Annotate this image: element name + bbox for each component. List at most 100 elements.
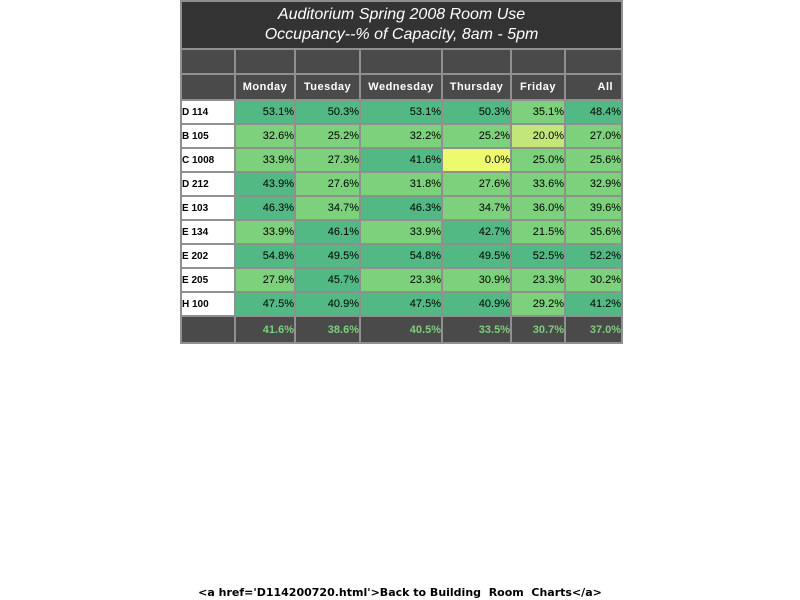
column-header: Friday [510,73,566,101]
heatmap-cell: 34.7% [294,195,361,221]
blank-header-cell [180,48,236,75]
heatmap-cell: 27.6% [441,171,512,197]
heatmap-cell: 40.9% [294,291,361,317]
room-label: B 105 [180,123,236,149]
total-cell: 41.6% [234,315,296,344]
occupancy-heatmap: Auditorium Spring 2008 Room Use Occupanc… [179,0,624,344]
occupancy-table: Auditorium Spring 2008 Room Use Occupanc… [179,0,624,344]
column-header: All [563,73,624,101]
heatmap-cell: 52.2% [563,243,624,269]
heatmap-cell: 41.6% [359,147,443,173]
column-header: Thursday [441,73,512,101]
heatmap-cell: 25.0% [510,147,566,173]
room-label: E 103 [180,195,236,221]
total-cell: 38.6% [294,315,361,344]
chart-title-cell: Auditorium Spring 2008 Room Use Occupanc… [179,0,624,50]
heatmap-cell: 46.3% [234,195,296,221]
heatmap-cell: 33.9% [234,219,296,245]
room-label: D 212 [180,171,236,197]
heatmap-cell: 25.2% [441,123,512,149]
blank-header-cell [441,48,512,75]
heatmap-cell: 32.2% [359,123,443,149]
heatmap-cell: 27.0% [563,123,624,149]
heatmap-cell: 21.5% [510,219,566,245]
heatmap-cell: 40.9% [441,291,512,317]
heatmap-cell: 52.5% [510,243,566,269]
room-label: C 1008 [180,147,236,173]
heatmap-cell: 23.3% [510,267,566,293]
heatmap-cell: 54.8% [234,243,296,269]
heatmap-cell: 36.0% [510,195,566,221]
heatmap-cell: 25.6% [563,147,624,173]
corner-cell [180,73,236,101]
heatmap-cell: 42.7% [441,219,512,245]
table-row: H 100 47.5% 40.9% 47.5% 40.9% 29.2% 41.2% [180,291,624,317]
heatmap-cell: 49.5% [441,243,512,269]
heatmap-cell: 25.2% [294,123,361,149]
table-row: D 114 53.1% 50.3% 53.1% 50.3% 35.1% 48.4% [180,99,624,125]
blank-header-cell [510,48,566,75]
total-cell: 37.0% [563,315,624,344]
heatmap-cell: 32.9% [563,171,624,197]
heatmap-cell: 53.1% [234,99,296,125]
totals-corner-cell [180,315,236,344]
heatmap-cell: 45.7% [294,267,361,293]
room-label: E 202 [180,243,236,269]
heatmap-cell: 47.5% [234,291,296,317]
room-label: E 134 [180,219,236,245]
heatmap-cell: 30.2% [563,267,624,293]
table-row: C 1008 33.9% 27.3% 41.6% 0.0% 25.0% 25.6% [180,147,624,173]
blank-header-cell [234,48,296,75]
room-label: E 205 [180,267,236,293]
table-row: D 212 43.9% 27.6% 31.8% 27.6% 33.6% 32.9% [180,171,624,197]
heatmap-cell: 41.2% [563,291,624,317]
heatmap-cell: 27.6% [294,171,361,197]
heatmap-cell: 30.9% [441,267,512,293]
heatmap-cell: 35.6% [563,219,624,245]
chart-subtitle: Occupancy--% of Capacity, 8am - 5pm [264,26,539,43]
table-row: B 105 32.6% 25.2% 32.2% 25.2% 20.0% 27.0% [180,123,624,149]
heatmap-cell: 46.3% [359,195,443,221]
table-row: E 134 33.9% 46.1% 33.9% 42.7% 21.5% 35.6% [180,219,624,245]
room-label: H 100 [180,291,236,317]
heatmap-cell: 35.1% [510,99,566,125]
heatmap-cell: 48.4% [563,99,624,125]
total-cell: 33.5% [441,315,512,344]
heatmap-cell: 34.7% [441,195,512,221]
column-header-row: Monday Tuesday Wednesday Thursday Friday All [180,73,624,101]
room-label: D 114 [180,99,236,125]
heatmap-cell: 50.3% [441,99,512,125]
heatmap-cell: 20.0% [510,123,566,149]
heatmap-cell: 53.1% [359,99,443,125]
heatmap-cell: 43.9% [234,171,296,197]
column-header: Wednesday [359,73,443,101]
heatmap-cell: 29.2% [510,291,566,317]
blank-header-cell [359,48,443,75]
back-to-building-room-charts-text: <a href='D114200720.html'>Back to Buildi… [198,586,602,599]
heatmap-cell: 50.3% [294,99,361,125]
heatmap-cell: 54.8% [359,243,443,269]
heatmap-cell: 27.9% [234,267,296,293]
blank-header-row [180,48,624,75]
blank-header-cell [294,48,361,75]
totals-row: 41.6% 38.6% 40.5% 33.5% 30.7% 37.0% [180,315,624,344]
table-row: E 205 27.9% 45.7% 23.3% 30.9% 23.3% 30.2% [180,267,624,293]
heatmap-cell: 27.3% [294,147,361,173]
chart-title: Auditorium Spring 2008 Room Use [277,6,526,23]
heatmap-cell: 49.5% [294,243,361,269]
table-row: E 202 54.8% 49.5% 54.8% 49.5% 52.5% 52.2% [180,243,624,269]
column-header: Monday [234,73,296,101]
heatmap-cell: 32.6% [234,123,296,149]
table-row: E 103 46.3% 34.7% 46.3% 34.7% 36.0% 39.6% [180,195,624,221]
total-cell: 30.7% [510,315,566,344]
heatmap-cell: 39.6% [563,195,624,221]
heatmap-cell: 33.9% [234,147,296,173]
heatmap-cell: 0.0% [441,147,512,173]
total-cell: 40.5% [359,315,443,344]
heatmap-cell: 23.3% [359,267,443,293]
heatmap-cell: 33.9% [359,219,443,245]
heatmap-cell: 47.5% [359,291,443,317]
heatmap-cell: 46.1% [294,219,361,245]
heatmap-cell: 33.6% [510,171,566,197]
heatmap-cell: 31.8% [359,171,443,197]
